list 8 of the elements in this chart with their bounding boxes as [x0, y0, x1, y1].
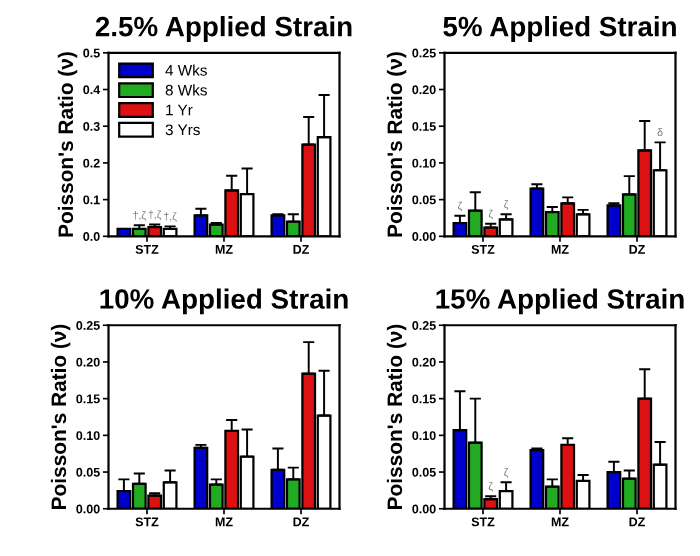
y-axis-title: Poisson's Ratio (ν): [386, 324, 407, 509]
chart-title: 5% Applied Strain: [443, 16, 676, 42]
y-axis-title: Poisson's Ratio (ν): [50, 324, 71, 509]
y-axis-title: Poisson's Ratio (ν): [386, 52, 407, 237]
chart-title: 15% Applied Strain: [436, 288, 684, 315]
chart-title: 10% Applied Strain: [100, 288, 348, 315]
y-axis-title: Poisson's Ratio (ν): [57, 52, 78, 237]
chart-title: 2.5% Applied Strain: [95, 16, 352, 42]
